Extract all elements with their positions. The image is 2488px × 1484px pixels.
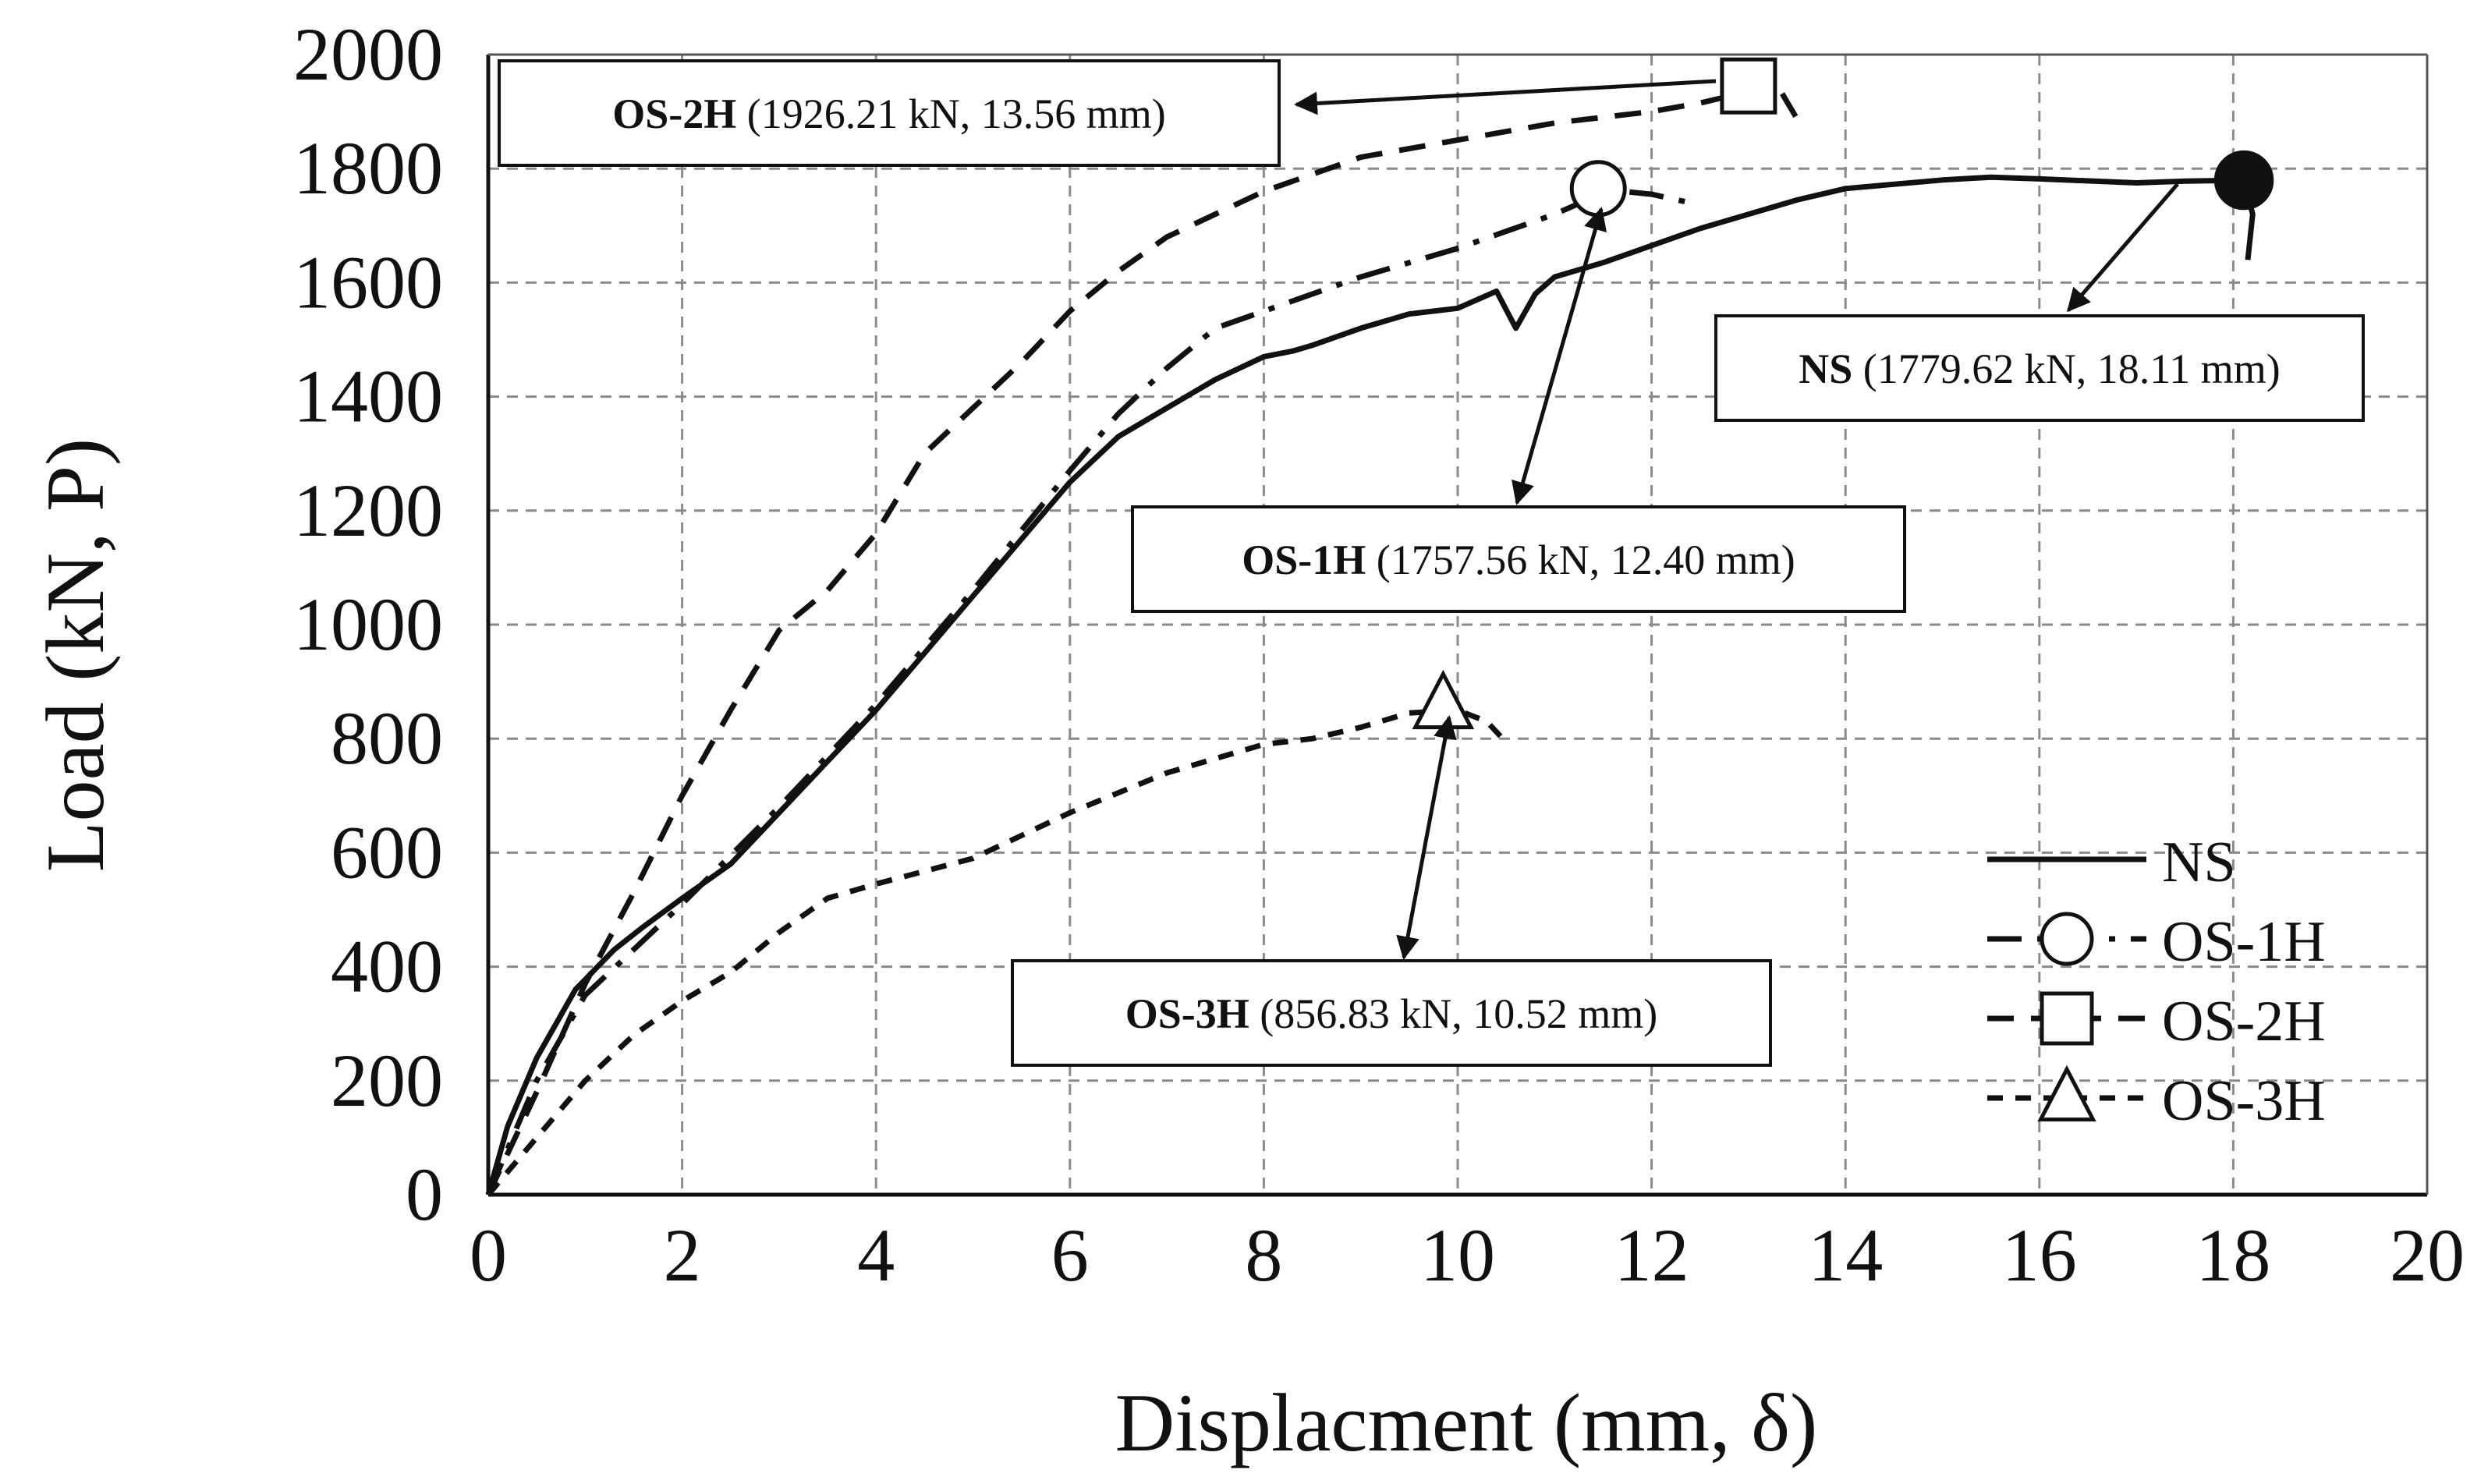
annotation-arrow-os-2h [1294, 79, 1717, 115]
annotation-label-os-2h: OS-2H (1926.21 kN, 13.56 mm) [612, 90, 1166, 137]
y-tick-label: 1800 [293, 126, 443, 210]
annotation-arrow-os-3h [1396, 715, 1457, 960]
annotation-label-os-1h: OS-1H (1757.56 kN, 12.40 mm) [1242, 537, 1795, 583]
x-tick-label: 10 [1420, 1213, 1495, 1297]
peak-markers [1412, 57, 2274, 730]
x-tick-label: 0 [470, 1213, 507, 1297]
annotation-label-bold: OS-1H [1242, 537, 1366, 583]
annotation-box-os-1h [1131, 505, 1906, 613]
y-tick-label: 1200 [293, 469, 443, 552]
annotation-label-bold: OS-2H [612, 90, 736, 137]
peak-marker-os-1h [1569, 160, 1627, 218]
tick-labels: 0 2 4 6 8 10 12 14 16 18 2002004006008001000120014… [293, 12, 2465, 1297]
legend-marker-os-1h [2040, 912, 2094, 966]
legend-marker-os-3h [2037, 1064, 2096, 1122]
x-tick-label: 20 [2390, 1213, 2465, 1297]
x-tick-label: 4 [857, 1213, 895, 1297]
annotation-label-bold: NS [1799, 345, 1852, 392]
y-axis-title: Load (kN, P) [30, 438, 121, 872]
annotation-label-values: (1779.62 kN, 18.11 mm) [1852, 345, 2280, 392]
y-tick-label: 800 [331, 696, 443, 780]
annotation-label-values: (856.83 kN, 10.52 mm) [1249, 990, 1657, 1037]
series-line-os-3h [486, 707, 1511, 1197]
plot-frame [486, 53, 2429, 1197]
annotation-label-bold: OS-3H [1125, 990, 1249, 1037]
peak-annotations: OS-2H (1926.21 kN, 13.56 mm) NS (1779.62 … [498, 59, 2365, 1067]
legend-label-os-2h: OS-2H [2162, 990, 2326, 1054]
x-tick-label: 16 [2002, 1213, 2077, 1297]
y-tick-label: 2000 [293, 12, 443, 96]
annotation-box-ns [1714, 314, 2365, 422]
x-tick-label: 14 [1808, 1213, 1883, 1297]
peak-marker-ns [2213, 150, 2274, 211]
legend: NS OS-1H OS-2H OS-3H [1987, 831, 2326, 1133]
y-tick-label: 1600 [293, 240, 443, 324]
legend-label-os-1h: OS-1H [2162, 910, 2326, 974]
peak-marker-os-2h [1720, 57, 1777, 115]
x-axis-title: Displacment (mm, δ) [1115, 1377, 1818, 1468]
annotation-label-os-3h: OS-3H (856.83 kN, 10.52 mm) [1125, 990, 1658, 1037]
y-tick-label: 1000 [293, 583, 443, 666]
series-line-ns [485, 174, 2256, 1195]
legend-label-ns: NS [2162, 831, 2236, 894]
y-tick-label: 1400 [293, 355, 443, 438]
y-tick-label: 400 [331, 925, 443, 1008]
peak-marker-os-3h [1412, 669, 1475, 730]
y-tick-label: 600 [331, 810, 443, 894]
annotation-label-ns: NS (1779.62 kN, 18.11 mm) [1799, 345, 2281, 392]
y-tick-label: 0 [406, 1153, 443, 1236]
annotation-arrow-ns [2067, 182, 2179, 313]
x-tick-label: 18 [2196, 1213, 2270, 1297]
x-tick-label: 6 [1051, 1213, 1089, 1297]
legend-label-os-3h: OS-3H [2162, 1069, 2326, 1133]
annotation-box-os-2h [498, 59, 1281, 167]
x-tick-label: 12 [1614, 1213, 1689, 1297]
series-line-os-2h [485, 83, 1806, 1196]
annotation-arrow-os-1h [1512, 207, 1607, 505]
x-tick-label: 8 [1245, 1213, 1282, 1297]
legend-marker-os-2h [2040, 991, 2094, 1046]
annotation-box-os-3h [1011, 959, 1772, 1067]
y-tick-label: 200 [331, 1039, 443, 1122]
annotation-label-values: (1926.21 kN, 13.56 mm) [736, 90, 1165, 137]
x-tick-label: 2 [664, 1213, 701, 1297]
annotation-label-values: (1757.56 kN, 12.40 mm) [1366, 537, 1795, 583]
